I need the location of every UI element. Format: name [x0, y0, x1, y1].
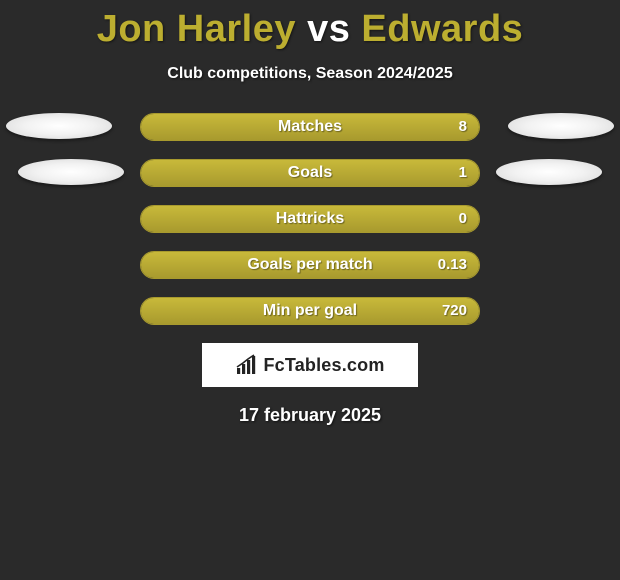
stat-row: Hattricks0: [0, 205, 620, 233]
bar-fill-right: [141, 252, 479, 278]
stat-bar: Goals1: [140, 159, 480, 187]
stat-bar: Matches8: [140, 113, 480, 141]
bar-fill-right: [141, 114, 479, 140]
subtitle: Club competitions, Season 2024/2025: [0, 65, 620, 83]
player1-marker: [6, 113, 112, 139]
brand-box[interactable]: FcTables.com: [202, 343, 418, 387]
bar-fill-right: [141, 160, 479, 186]
player2-name: Edwards: [361, 8, 523, 50]
bar-fill-right: [310, 206, 479, 232]
player1-marker: [18, 159, 124, 185]
vs-text: vs: [307, 8, 350, 50]
stat-row: Matches8: [0, 113, 620, 141]
stat-row: Goals1: [0, 159, 620, 187]
bar-fill-right: [141, 298, 479, 324]
stat-bar: Hattricks0: [140, 205, 480, 233]
date-text: 17 february 2025: [0, 405, 620, 426]
stat-bar: Goals per match0.13: [140, 251, 480, 279]
player2-marker: [496, 159, 602, 185]
stat-bar: Min per goal720: [140, 297, 480, 325]
page-title: Jon Harley vs Edwards: [0, 0, 620, 51]
chart-icon: [235, 354, 259, 376]
stat-row: Goals per match0.13: [0, 251, 620, 279]
player2-marker: [508, 113, 614, 139]
stat-row: Min per goal720: [0, 297, 620, 325]
brand-text: FcTables.com: [263, 355, 384, 376]
player1-name: Jon Harley: [97, 8, 296, 50]
stat-rows: Matches8 Goals1 Hattricks0 Goals per match0…: [0, 113, 620, 325]
bar-fill-left: [141, 206, 310, 232]
